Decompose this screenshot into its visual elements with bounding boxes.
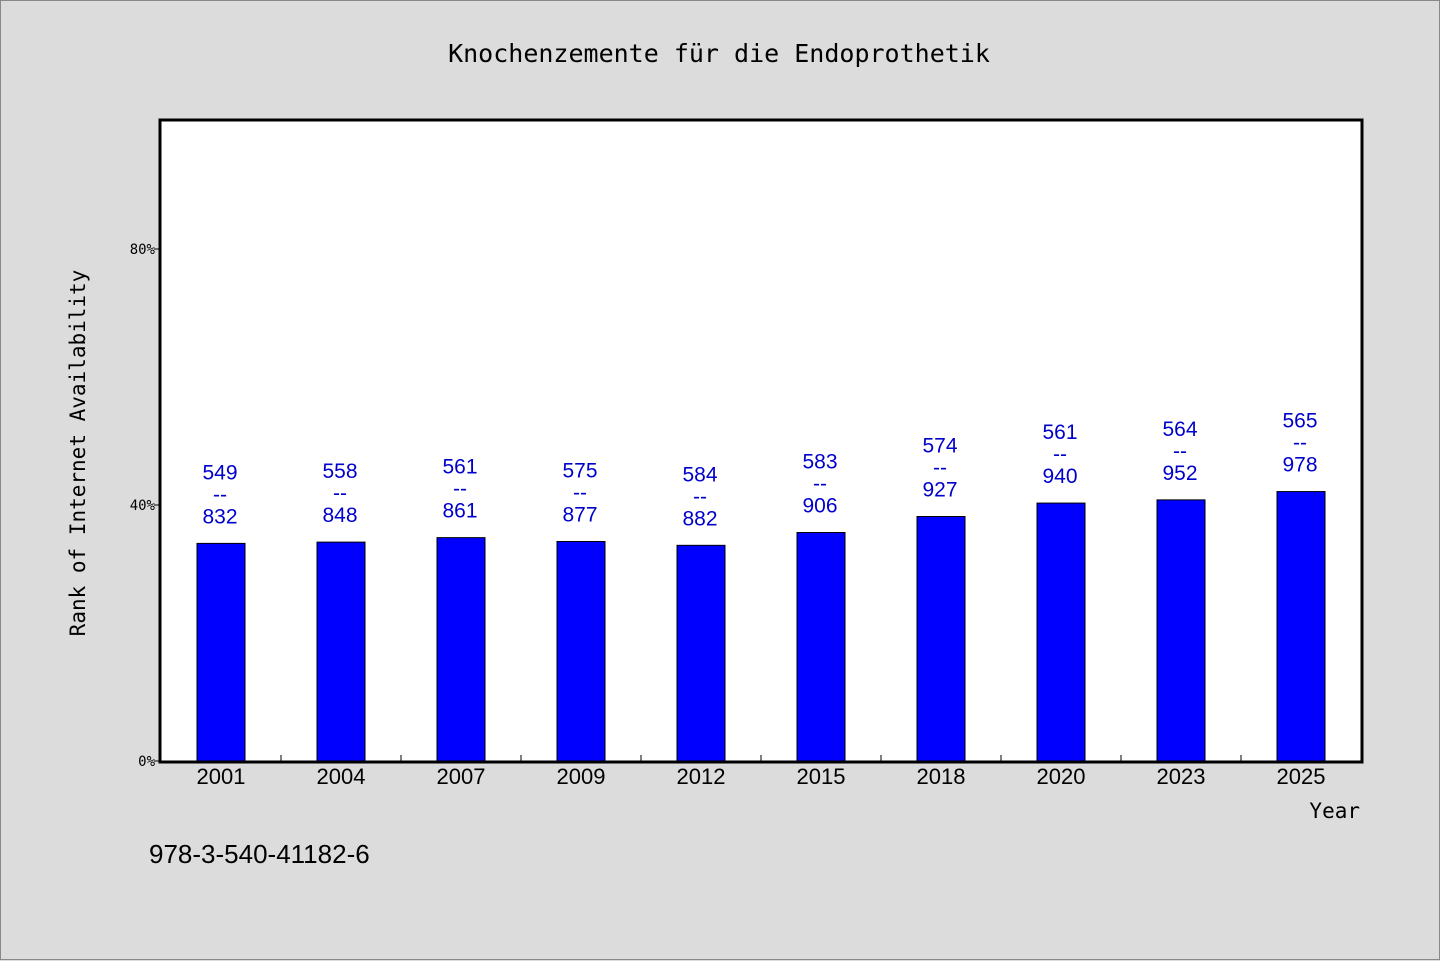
x-axis: 2001 2004 2007 2009 2012 2015 2018 2020 2023 2025 [197,755,1326,789]
y-tick-label: 80% [130,242,156,258]
data-label-top: 558 [322,460,357,483]
y-axis: 0% 40% 80% [130,242,161,770]
bar [796,532,846,762]
bar [1036,502,1086,762]
data-label-bottom: 906 [802,495,837,518]
data-label-bottom: 927 [922,479,957,502]
data-label-separator: -- [933,457,947,480]
bar [196,542,246,762]
x-tick-label: 2018 [917,764,966,789]
x-tick-label: 2025 [1277,764,1326,789]
data-label-bottom: 848 [322,504,357,527]
data-label-separator: -- [213,483,227,506]
x-tick-label: 2004 [317,764,366,789]
data-label-separator: -- [813,473,827,496]
data-label-top: 561 [1042,421,1077,444]
data-label-bottom: 832 [202,505,237,528]
footnote-isbn: 978-3-540-41182-6 [149,839,370,869]
bar [916,516,966,762]
y-tick-label: 40% [130,498,156,514]
x-tick-label: 2020 [1037,764,1086,789]
data-label-bottom: 978 [1282,454,1317,477]
data-label-separator: -- [1173,440,1187,463]
data-label-separator: -- [333,482,347,505]
bar [1276,491,1326,762]
bar [676,544,726,762]
x-tick-label: 2007 [437,764,486,789]
data-label-bottom: 861 [442,500,477,523]
bar [1156,499,1206,762]
data-label-separator: -- [693,485,707,508]
data-label-separator: -- [453,478,467,501]
data-label-top: 549 [202,461,237,484]
data-labels: 549--832558--848561--861575--877584--882… [202,410,1317,531]
x-tick-label: 2015 [797,764,846,789]
x-axis-label: Year [1309,799,1360,823]
data-label-top: 583 [802,451,837,474]
x-tick-label: 2001 [197,764,246,789]
data-label-top: 584 [682,463,717,486]
data-label-bottom: 940 [1042,465,1077,488]
data-label-top: 564 [1162,418,1197,441]
data-label-top: 565 [1282,410,1317,433]
x-tick-label: 2009 [557,764,606,789]
data-label-top: 574 [922,435,957,458]
x-tick-label: 2012 [677,764,726,789]
bar [316,541,366,762]
bar [436,537,486,762]
data-label-bottom: 877 [562,503,597,526]
bar [556,540,606,762]
data-label-separator: -- [1053,443,1067,466]
y-tick-label: 0% [138,754,155,770]
y-axis-label: Rank of Internet Availability [66,270,90,637]
data-label-top: 561 [442,456,477,479]
bar-series [196,491,1326,762]
data-label-top: 575 [562,459,597,482]
data-label-separator: -- [573,481,587,504]
data-label-bottom: 882 [682,507,717,530]
data-label-bottom: 952 [1162,462,1197,485]
chart-title: Knochenzemente für die Endoprothetik [448,39,990,68]
x-tick-label: 2023 [1157,764,1206,789]
data-label-separator: -- [1293,432,1307,455]
